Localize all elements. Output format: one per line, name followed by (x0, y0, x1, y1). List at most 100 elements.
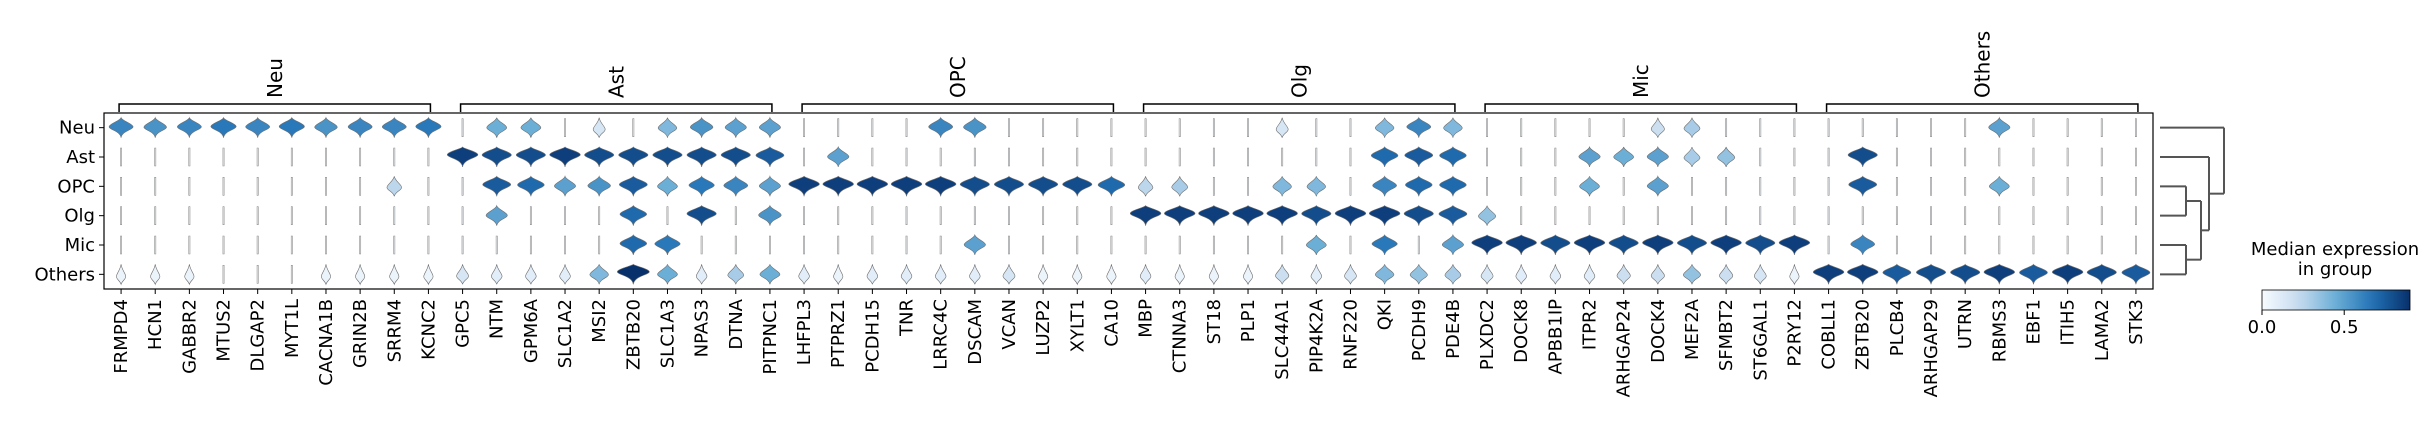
violin-Olg-ITPR2 (1588, 206, 1591, 225)
gene-label: KCNC2 (418, 299, 439, 360)
gene-label: DLGAP2 (248, 299, 269, 371)
gene-label: RBMS3 (1989, 299, 2010, 362)
violin-Others-STK3 (2121, 263, 2151, 285)
violin-OPC-RNF220 (1349, 177, 1352, 196)
violin-Others-MTUS2 (222, 265, 225, 284)
violin-OPC-SLC1A3 (657, 176, 678, 197)
violin-Ast-LAMA2 (2100, 147, 2103, 167)
gene-label: SRRM4 (384, 299, 405, 362)
colorbar-tick-label: 0.5 (2330, 317, 2359, 338)
violin-Others-ZBTB20 (617, 263, 650, 285)
violin-Neu-PITPNC1 (758, 116, 781, 138)
violin-Mic-DOCK4 (1642, 234, 1674, 256)
violin-Neu-ZBTB20 (632, 118, 635, 137)
gene-label: SLC1A2 (555, 299, 576, 368)
violin-OPC-HCN1 (154, 177, 157, 196)
violin-Neu-CA10 (1110, 118, 1113, 137)
gene-label: PDE4B (1443, 299, 1464, 359)
violin-Olg-LUZP2 (1042, 206, 1045, 225)
violin-Others-ST18 (1208, 264, 1219, 286)
gene-label: XYLT1 (1067, 299, 1088, 352)
violin-Others-TNR (900, 264, 913, 285)
gene-label: FRMPD4 (111, 299, 132, 374)
gene-label: SLC44A1 (1272, 299, 1293, 380)
violin-Neu-RBMS3 (1988, 116, 2011, 138)
violin-Ast-PDE4B (1439, 146, 1467, 168)
violin-Neu-ST6GAL1 (1759, 118, 1762, 137)
violin-Others-MBP (1139, 264, 1152, 285)
violin-Others-PLCB4 (1882, 263, 1912, 285)
violin-Others-LAMA2 (2086, 263, 2117, 285)
violin-Neu-DLGAP2 (245, 116, 270, 138)
gene-label: LAMA2 (2092, 299, 2113, 361)
violin-Others-SRRM4 (389, 264, 400, 286)
group-label: Mic (1629, 64, 1653, 98)
violin-OPC-CACNA1B (325, 177, 327, 196)
violin-Neu-MEF2A (1683, 117, 1701, 138)
violin-Olg-P2RY12 (1793, 206, 1796, 225)
violin-Ast-PTPRZ1 (827, 145, 850, 168)
violin-Neu-PLCB4 (1895, 118, 1898, 137)
violin-Mic-LRRC4C (939, 235, 942, 255)
violin-Olg-LRRC4C (939, 206, 942, 225)
gene-label: GPM6A (521, 298, 542, 363)
violin-Olg-MSI2 (598, 206, 601, 225)
violin-Neu-ITPR2 (1588, 118, 1591, 137)
violin-Others-DTNA (727, 264, 745, 285)
violin-OPC-DTNA (723, 175, 749, 197)
gene-label: GABBR2 (179, 299, 200, 374)
violin-OPC-UTRN (1964, 177, 1967, 196)
violin-Olg-SLC44A1 (1266, 205, 1298, 226)
violin-Ast-ST18 (1212, 147, 1215, 167)
row-label: Olg (64, 206, 95, 227)
violin-Mic-LUZP2 (1042, 235, 1045, 255)
violin-Neu-PDE4B (1443, 117, 1463, 138)
group-bracket (118, 103, 432, 112)
violin-Olg-ZBTB20 (1861, 206, 1864, 225)
violin-Mic-GPC5 (461, 235, 464, 255)
violin-Others-LHFPL3 (798, 264, 810, 285)
violin-Neu-MYT1L (278, 116, 305, 138)
violin-OPC-ITIH5 (2066, 177, 2069, 196)
violin-OPC-CA10 (1097, 175, 1126, 197)
gene-label: ST6GAL1 (1750, 299, 1771, 381)
violin-Others-RBMS3 (1983, 263, 2015, 285)
violin-Mic-PTPRZ1 (837, 235, 840, 255)
violin-OPC-GRIN2B (359, 177, 362, 196)
violin-Others-MYT1L (290, 265, 293, 284)
violin-Others-KCNC2 (423, 264, 434, 286)
violin-Mic-RNF220 (1349, 235, 1352, 255)
violin-Neu-PIP4K2A (1315, 118, 1318, 137)
violin-Mic-DTNA (734, 235, 737, 255)
plot-frame (103, 112, 2154, 290)
gene-label: SFMBT2 (1716, 299, 1737, 371)
row-label: Ast (66, 147, 95, 168)
violin-Mic-LAMA2 (2100, 235, 2103, 255)
violin-Others-LUZP2 (1038, 264, 1049, 286)
violin-Mic-SRRM4 (393, 235, 396, 255)
violin-Neu-LAMA2 (2100, 118, 2103, 137)
violin-OPC-APBB1IP (1554, 177, 1557, 196)
violin-Mic-VCAN (1008, 235, 1010, 255)
violin-Mic-COBLL1 (1827, 235, 1830, 255)
violin-OPC-PIP4K2A (1306, 176, 1326, 197)
violin-Others-RNF220 (1344, 264, 1357, 285)
violin-Mic-UTRN (1964, 235, 1967, 255)
violin-Neu-XYLT1 (1076, 118, 1079, 137)
violin-Mic-PLCB4 (1895, 235, 1898, 255)
violin-OPC-GABBR2 (188, 177, 191, 196)
violin-Ast-LHFPL3 (803, 147, 805, 167)
gene-label: STK3 (2126, 299, 2147, 345)
violin-Others-PCDH9 (1409, 264, 1428, 285)
violin-OPC-STK3 (2135, 177, 2137, 196)
gene-label: EBF1 (2023, 299, 2044, 345)
violin-Mic-GRIN2B (359, 235, 362, 255)
violin-Mic-MSI2 (598, 235, 601, 255)
violin-Neu-MSI2 (592, 117, 606, 138)
violin-Others-NPAS3 (695, 264, 708, 285)
gene-label: HCN1 (145, 299, 166, 350)
violin-Others-CA10 (1106, 264, 1117, 286)
violin-Olg-MEF2A (1691, 206, 1693, 225)
violin-Ast-UTRN (1964, 147, 1967, 167)
violin-OPC-MEF2A (1691, 177, 1693, 196)
